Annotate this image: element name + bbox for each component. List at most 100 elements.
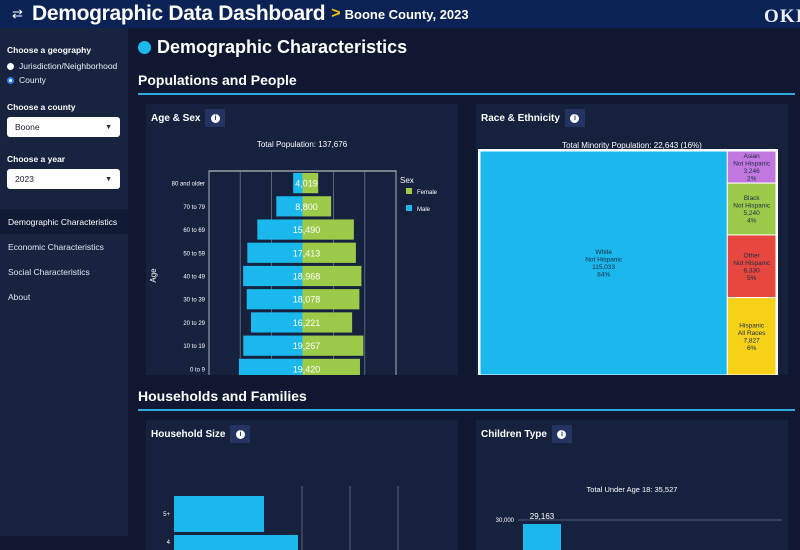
age-sex-chart: Total Population: 137,67615,00010,0005,0…	[149, 140, 438, 375]
divider	[138, 93, 795, 95]
tile-label: Black	[744, 195, 761, 202]
y-axis-label: Age	[149, 268, 158, 283]
data-label: 15,490	[293, 225, 321, 235]
chart-title: Total Under Age 18: 35,527	[587, 485, 678, 494]
legend-title: Sex	[400, 176, 414, 185]
info-button[interactable]: i	[205, 109, 226, 127]
radio-county[interactable]: County	[7, 75, 128, 85]
breadcrumb-separator: >	[331, 5, 341, 22]
bar-female	[302, 196, 332, 217]
main-content: Demographic Characteristics Populations …	[128, 28, 800, 550]
legend-label: Female	[417, 190, 438, 196]
info-icon: i	[570, 113, 580, 123]
tile-label: 4%	[747, 218, 757, 225]
year-label: Choose a year	[7, 154, 66, 164]
data-label: 8,800	[295, 202, 318, 212]
y-tick-label: 80 and older	[172, 182, 205, 188]
bar-female	[302, 173, 319, 194]
tile-label: 7,827	[744, 337, 761, 344]
bar-male	[276, 196, 303, 217]
bar-male	[243, 335, 303, 356]
nav-demographic[interactable]: Demographic Characteristics	[0, 209, 128, 234]
tile-label: Not Hispanic	[733, 161, 771, 168]
app-title: Demographic Data Dashboard	[32, 2, 326, 25]
bar-male	[243, 265, 303, 287]
nav-about[interactable]: About	[8, 291, 31, 302]
info-button[interactable]: i	[551, 425, 572, 443]
y-tick-label: 50 to 59	[183, 251, 205, 257]
bar-male	[247, 242, 303, 263]
tile-label: 84%	[597, 272, 610, 279]
tile-label: Other	[744, 252, 761, 259]
bar	[523, 524, 561, 550]
chevron-down-icon: ▼	[105, 175, 112, 183]
children-type-chart: Total Under Age 18: 35,527 30,000 29,163	[496, 485, 782, 550]
data-label: 19,267	[293, 341, 321, 351]
data-label: 4,019	[295, 179, 318, 189]
tile-label: Hispanic	[739, 322, 765, 329]
tile-label: 5%	[747, 275, 757, 282]
household-size-chart: 5+ 4	[163, 486, 399, 550]
chart-title: Total Minority Population: 22,643 (16%)	[562, 141, 702, 150]
info-button[interactable]: i	[230, 425, 251, 443]
legend-label: Male	[417, 207, 431, 213]
bar-female	[302, 265, 362, 287]
bar-male	[246, 289, 303, 310]
section-title-households: Households and Families	[138, 388, 307, 404]
county-label: Choose a county	[7, 102, 76, 112]
bar-male	[293, 173, 303, 194]
tile-label: 3,246	[744, 168, 761, 175]
year-select[interactable]: 2023 ▼	[7, 169, 120, 189]
data-label: 16,221	[293, 318, 321, 328]
county-select[interactable]: Boone ▼	[7, 117, 120, 137]
data-label: 17,413	[293, 248, 321, 258]
bar-female	[302, 358, 360, 375]
info-icon: i	[557, 429, 567, 439]
y-tick-label: 0 to 9	[190, 367, 206, 373]
y-tick-label: 30,000	[496, 518, 515, 524]
bar-male	[238, 358, 303, 375]
data-label: 19,420	[293, 364, 321, 374]
bar-female	[302, 335, 364, 356]
info-icon: i	[235, 429, 245, 439]
oki-logo: OKI	[764, 6, 800, 27]
bar-male	[257, 219, 303, 240]
household-size-card: Household Size i 5+ 4	[146, 420, 458, 550]
y-tick-label: 20 to 29	[183, 321, 205, 327]
y-tick-label: 40 to 49	[183, 275, 205, 281]
tile-label: 6,330	[744, 267, 761, 274]
tile-label: Asian	[744, 153, 761, 160]
data-label: 18,968	[293, 272, 321, 282]
bar	[174, 535, 298, 550]
bar-male	[251, 312, 303, 333]
race-ethnicity-card: Race & Ethnicity i Total Minority Populat…	[476, 104, 788, 375]
race-ethnicity-treemap: Total Minority Population: 22,643 (16%) W…	[478, 141, 778, 375]
divider	[138, 409, 795, 411]
page-title: Demographic Characteristics	[138, 37, 407, 58]
radio-jurisdiction[interactable]: Jurisdiction/Neighborhood	[7, 61, 128, 71]
bar-female	[302, 312, 353, 333]
y-tick-label: 4	[167, 540, 171, 546]
section-title-populations: Populations and People	[138, 72, 297, 88]
nav-economic[interactable]: Economic Characteristics	[8, 241, 104, 252]
info-button[interactable]: i	[564, 109, 585, 127]
nav-social[interactable]: Social Characteristics	[8, 266, 90, 277]
y-tick-label: 30 to 39	[183, 298, 205, 304]
tile-label: Not Hispanic	[733, 203, 771, 210]
treemap-tile	[726, 182, 777, 236]
swap-icon[interactable]: ⇄	[12, 6, 23, 21]
tile-label: All Races	[738, 330, 766, 337]
bar-female	[302, 242, 356, 263]
y-tick-label: 5+	[163, 512, 170, 518]
children-type-card: Children Type i Total Under Age 18: 35,52…	[476, 420, 788, 550]
treemap-tile	[726, 150, 777, 184]
legend-swatch-female	[406, 188, 412, 194]
tile-label: Not Hispanic	[733, 260, 771, 267]
data-label: 18,078	[293, 295, 321, 305]
tile-label: 6%	[747, 345, 757, 352]
header: ⇄ Demographic Data Dashboard > Boone Cou…	[0, 0, 800, 28]
tile-label: White	[595, 249, 612, 256]
sidebar: Choose a geography Jurisdiction/Neighbor…	[0, 28, 128, 536]
data-label: 29,163	[530, 512, 555, 521]
